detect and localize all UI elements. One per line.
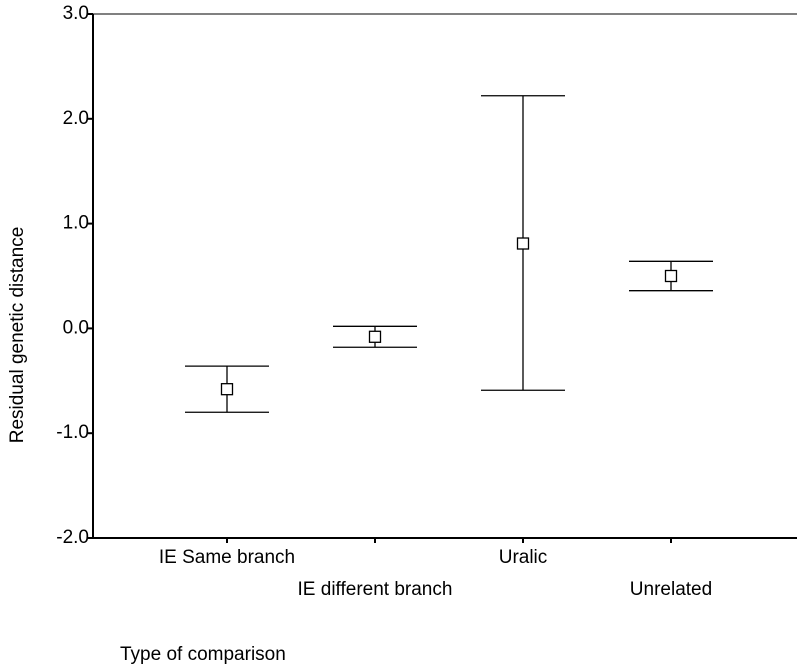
x-tick-label: Unrelated [630, 579, 712, 600]
y-tick-label: 2.0 [63, 108, 89, 129]
x-tick-label: Uralic [499, 547, 548, 568]
y-tick-label: 3.0 [63, 3, 89, 24]
y-tick-label: -2.0 [56, 527, 89, 548]
y-tick-label: 0.0 [63, 317, 89, 338]
x-tick-label: IE Same branch [159, 547, 295, 568]
mean-marker [664, 269, 678, 283]
mean-marker [368, 330, 382, 343]
y-tick-label: 1.0 [63, 213, 89, 234]
x-tick-label: IE different branch [298, 579, 453, 600]
mean-marker [220, 383, 234, 396]
x-axis-title: Type of comparison [120, 644, 286, 665]
y-tick-label: -1.0 [56, 422, 89, 443]
mean-marker [516, 237, 530, 250]
y-axis-title: Residual genetic distance [7, 227, 28, 444]
